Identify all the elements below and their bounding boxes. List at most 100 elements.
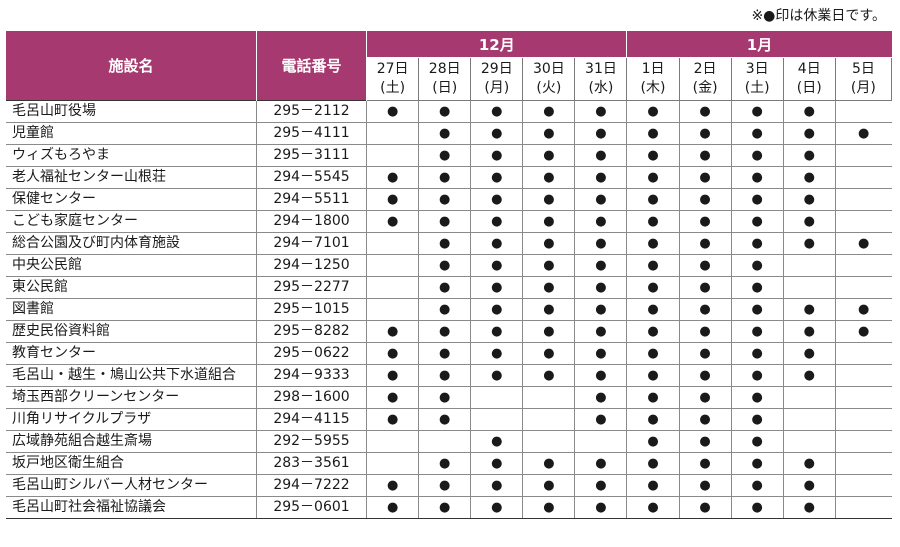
facility-phone: 292－5955 bbox=[256, 430, 368, 453]
open-cell bbox=[366, 276, 420, 299]
open-cell bbox=[366, 452, 420, 475]
day-header: 29日 (月) bbox=[470, 57, 524, 101]
facility-name: 毛呂山町シルバー人材センター bbox=[6, 474, 257, 497]
facility-row: 広域静苑組合越生斎場 292－5955 ● ● ● ● bbox=[6, 430, 892, 453]
closed-mark: ● bbox=[522, 298, 576, 321]
facility-phone: 294－9333 bbox=[256, 364, 368, 387]
closed-mark: ● bbox=[366, 166, 420, 189]
facility-phone: 294－5545 bbox=[256, 166, 368, 189]
closed-mark: ● bbox=[731, 210, 784, 233]
closed-mark: ● bbox=[418, 122, 472, 145]
facility-row: 埼玉西部クリーンセンター 298－1600 ● ● ● ● ● ● bbox=[6, 386, 892, 409]
closed-mark: ● bbox=[522, 100, 576, 123]
facility-name: 中央公民館 bbox=[6, 254, 257, 277]
closed-mark: ● bbox=[574, 474, 628, 497]
facility-name: 坂戸地区衛生組合 bbox=[6, 452, 257, 475]
closed-mark: ● bbox=[366, 100, 420, 123]
open-cell bbox=[470, 408, 524, 431]
closed-mark: ● bbox=[679, 100, 732, 123]
closed-mark: ● bbox=[418, 342, 472, 365]
closed-mark: ● bbox=[731, 342, 784, 365]
closed-mark: ● bbox=[574, 496, 628, 519]
closed-mark: ● bbox=[522, 452, 576, 475]
facility-phone: 295－1015 bbox=[256, 298, 368, 321]
open-cell bbox=[783, 430, 836, 453]
closed-mark: ● bbox=[679, 144, 732, 167]
day-header: 31日 (水) bbox=[574, 57, 628, 101]
closed-mark: ● bbox=[783, 144, 836, 167]
open-cell bbox=[835, 276, 892, 299]
day-number: 4日 bbox=[797, 61, 821, 77]
closed-mark: ● bbox=[783, 232, 836, 255]
facility-row: 毛呂山町社会福祉協議会 295－0601 ● ● ● ● ● ● ● ● ● bbox=[6, 496, 892, 519]
day-header: 27日 (土) bbox=[366, 57, 420, 101]
facility-name: 毛呂山町社会福祉協議会 bbox=[6, 496, 257, 519]
facility-row: 毛呂山町シルバー人材センター 294－7222 ● ● ● ● ● ● ● ● ● bbox=[6, 474, 892, 497]
facility-name: 保健センター bbox=[6, 188, 257, 211]
closed-mark: ● bbox=[731, 474, 784, 497]
closed-mark: ● bbox=[731, 276, 784, 299]
closed-mark: ● bbox=[626, 122, 680, 145]
open-cell bbox=[783, 254, 836, 277]
closed-mark: ● bbox=[835, 232, 892, 255]
open-cell bbox=[835, 408, 892, 431]
closed-mark: ● bbox=[470, 232, 524, 255]
closed-mark: ● bbox=[522, 496, 576, 519]
closed-mark: ● bbox=[470, 122, 524, 145]
facility-row: こども家庭センター 294－1800 ● ● ● ● ● ● ● ● ● bbox=[6, 210, 892, 233]
closed-mark: ● bbox=[679, 210, 732, 233]
day-number: 5日 bbox=[851, 61, 875, 77]
day-header: 1日 (木) bbox=[626, 57, 680, 101]
day-header: 2日 (金) bbox=[678, 57, 732, 101]
closed-mark: ● bbox=[522, 474, 576, 497]
open-cell bbox=[835, 474, 892, 497]
closed-mark: ● bbox=[679, 254, 732, 277]
closed-mark: ● bbox=[418, 408, 472, 431]
facility-row: 東公民館 295－2277 ● ● ● ● ● ● ● bbox=[6, 276, 892, 299]
facility-phone: 295－2112 bbox=[256, 100, 368, 123]
facility-phone: 294－7222 bbox=[256, 474, 368, 497]
closed-mark: ● bbox=[470, 276, 524, 299]
closed-mark: ● bbox=[626, 232, 680, 255]
facility-name: 東公民館 bbox=[6, 276, 257, 299]
closed-mark: ● bbox=[522, 210, 576, 233]
closed-mark: ● bbox=[679, 452, 732, 475]
facility-phone: 295－0622 bbox=[256, 342, 368, 365]
closed-mark: ● bbox=[783, 122, 836, 145]
closed-mark: ● bbox=[522, 232, 576, 255]
closed-mark: ● bbox=[679, 408, 732, 431]
closed-mark: ● bbox=[470, 144, 524, 167]
facility-name: 老人福祉センター山根荘 bbox=[6, 166, 257, 189]
closed-mark: ● bbox=[366, 474, 420, 497]
closed-mark: ● bbox=[418, 144, 472, 167]
closed-mark: ● bbox=[679, 166, 732, 189]
closed-mark: ● bbox=[574, 386, 628, 409]
open-cell bbox=[366, 232, 420, 255]
closed-mark: ● bbox=[470, 496, 524, 519]
open-cell bbox=[366, 122, 420, 145]
closed-mark: ● bbox=[626, 144, 680, 167]
closed-mark: ● bbox=[418, 100, 472, 123]
day-number: 30日 bbox=[532, 61, 565, 77]
facility-column-header: 施設名 bbox=[6, 31, 257, 101]
day-weekday: (火) bbox=[536, 80, 562, 96]
closed-mark: ● bbox=[783, 188, 836, 211]
closed-day-note: ※●印は休業日です。 bbox=[751, 8, 886, 24]
open-cell bbox=[366, 144, 420, 167]
closed-mark: ● bbox=[679, 386, 732, 409]
month-header-january: 1月 bbox=[626, 31, 892, 58]
open-cell bbox=[418, 430, 472, 453]
open-cell bbox=[366, 254, 420, 277]
closed-mark: ● bbox=[783, 210, 836, 233]
facility-row: ウィズもろやま 295－3111 ● ● ● ● ● ● ● ● bbox=[6, 144, 892, 167]
closed-mark: ● bbox=[418, 364, 472, 387]
closed-mark: ● bbox=[626, 386, 680, 409]
closed-mark: ● bbox=[783, 452, 836, 475]
closed-mark: ● bbox=[679, 364, 732, 387]
open-cell bbox=[783, 276, 836, 299]
closed-mark: ● bbox=[574, 232, 628, 255]
facility-name: 児童館 bbox=[6, 122, 257, 145]
facility-row: 児童館 295－4111 ● ● ● ● ● ● ● ● ● bbox=[6, 122, 892, 145]
day-number: 28日 bbox=[428, 61, 461, 77]
day-number: 3日 bbox=[745, 61, 769, 77]
